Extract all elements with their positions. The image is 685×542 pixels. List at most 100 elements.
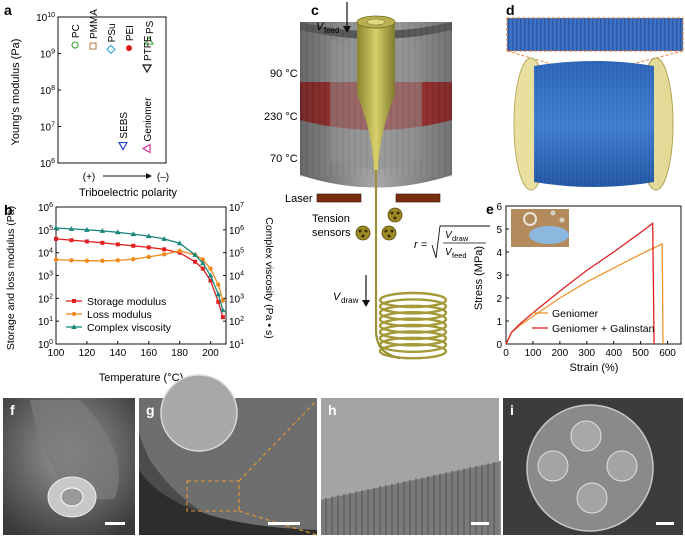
y-tick-label: 1010 — [36, 12, 55, 24]
y-tick-right-label: 102 — [229, 316, 244, 328]
point-pmma — [89, 42, 97, 50]
zoom-inset-frame — [506, 17, 684, 52]
complex-point — [192, 252, 198, 257]
y-tick-left-label: 103 — [38, 271, 53, 283]
point-pc — [71, 41, 79, 49]
roller-hole — [384, 229, 388, 233]
sensors-label: sensors — [312, 227, 351, 239]
spool-fiber-texture — [534, 61, 654, 187]
loss-point — [177, 248, 182, 254]
complex-point — [115, 229, 121, 235]
complex-point — [207, 272, 214, 278]
y-tick-label: 3 — [496, 271, 502, 282]
panel-b-axes: 100 120 140 160 180 200 100 101 102 103 104 105 106 1… — [38, 202, 244, 359]
panel-d: d — [506, 2, 684, 191]
x-tick-label: 400 — [605, 348, 622, 359]
legend-label: Complex viscosity — [87, 322, 172, 334]
complex-point — [68, 226, 75, 231]
storage-point — [200, 266, 205, 271]
spool-zoom-inset — [507, 18, 683, 51]
y-tick-label: 0 — [496, 340, 502, 351]
y-tick-label: 107 — [40, 122, 55, 134]
v-draw-sub: draw — [341, 296, 359, 305]
fiber-side-view — [30, 400, 119, 500]
tension-label: Tension — [312, 213, 350, 225]
panel-b-ylabel-right: Complex viscosity (Pa • s) — [263, 217, 275, 339]
preform-rod — [357, 22, 395, 72]
roller-top — [387, 207, 403, 223]
legend-label: Geniomer + Galinstan — [552, 323, 655, 335]
temp-bot-label: 70 °C — [270, 153, 298, 165]
loss-point — [146, 254, 151, 260]
stress-strain-line-1 — [505, 222, 655, 345]
y-tick-label: 1 — [496, 317, 502, 328]
laser-emitter — [316, 193, 362, 203]
loss-point — [100, 258, 105, 264]
storage-point — [162, 247, 167, 252]
sem-g-zoom-line-top — [238, 399, 318, 482]
point-ps — [144, 35, 154, 45]
panel-e-legend: Geniomer Geniomer + Galinstan — [532, 308, 655, 335]
core-bottom — [576, 482, 608, 514]
loss-point — [131, 256, 136, 262]
y-tick-label: 109 — [40, 49, 55, 61]
scale-bar-g — [268, 522, 300, 525]
roller-hole — [393, 216, 397, 220]
complex-point — [215, 291, 222, 297]
fiber-core — [60, 487, 84, 507]
point-label-ptfe: PTFE — [143, 35, 154, 61]
ratio-denominator-sub: feed — [452, 251, 467, 260]
loss-point — [220, 298, 226, 303]
panel-b-series — [53, 225, 226, 320]
y-tick-label: 106 — [40, 158, 55, 170]
fiber-coil — [374, 291, 448, 360]
x-tick-label: 180 — [171, 348, 188, 359]
storage-point — [69, 238, 74, 243]
roller-hole — [396, 211, 400, 215]
v-draw-label: V — [333, 291, 342, 303]
point-label-pmma: PMMA — [89, 9, 100, 39]
ratio-r: r = — [414, 239, 428, 251]
panel-g: g — [139, 374, 318, 536]
feed-arrow-head — [343, 26, 351, 33]
y-tick-left-label: 101 — [38, 316, 53, 328]
panel-label-i: i — [510, 402, 514, 418]
y-tick-left-label: 102 — [38, 293, 53, 305]
inset-glove — [529, 226, 569, 244]
v-feed-sub: feed — [324, 26, 340, 35]
panel-label-f: f — [10, 402, 15, 418]
tension-sensor-rollers — [355, 207, 403, 241]
legend-marker — [71, 324, 77, 329]
loss-point — [53, 257, 59, 262]
y-tick-label: 2 — [496, 294, 502, 305]
x-tick-label: 200 — [552, 348, 569, 359]
panel-i: i — [503, 398, 683, 535]
panel-label-b: b — [4, 202, 13, 218]
loss-point — [200, 257, 206, 262]
legend-marker — [72, 299, 76, 303]
series-line-2 — [55, 227, 224, 311]
panel-a: a Young's modulus (Pa) 1061071081091010 … — [4, 2, 178, 199]
storage-point — [100, 240, 105, 245]
panel-e-series — [505, 222, 664, 345]
panel-e-xlabel: Strain (%) — [570, 362, 619, 374]
draw-arrow-head — [362, 300, 370, 307]
complex-point — [53, 225, 59, 231]
panel-label-g: g — [146, 402, 155, 418]
y-tick-right-label: 101 — [229, 339, 244, 351]
polarity-negative: (–) — [157, 172, 169, 183]
legend-label: Storage modulus — [87, 296, 166, 308]
roller-hole — [390, 211, 394, 215]
laser-label: Laser — [285, 193, 313, 205]
panel-label-h: h — [328, 402, 337, 418]
polarity-positive: (+) — [83, 172, 96, 183]
scale-bar-f — [105, 522, 125, 525]
y-tick-right-label: 104 — [229, 271, 244, 283]
scale-bar-i — [656, 522, 674, 525]
inset-bead — [550, 210, 556, 216]
roller-left — [355, 225, 371, 241]
core-top — [570, 420, 602, 452]
preform-core — [366, 18, 386, 26]
panel-b-xlabel: Temperature (°C) — [99, 372, 183, 384]
